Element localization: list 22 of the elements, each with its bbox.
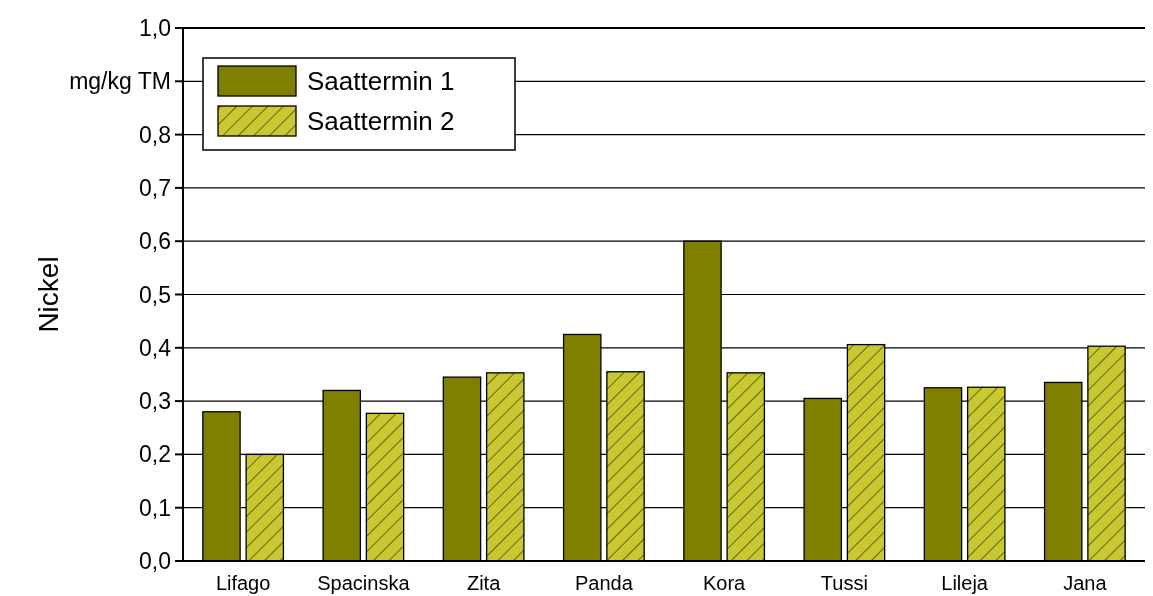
x-tick-label: Spacinska [317, 572, 411, 594]
x-tick-label: Zita [466, 572, 502, 594]
y-tick-label: 0,2 [139, 441, 171, 468]
legend-label: Saattermin 1 [307, 66, 455, 97]
x-tick-label: Tussi [820, 572, 868, 594]
y-tick-label: 1,0 [139, 15, 171, 42]
x-tick-label: Lileja [941, 572, 989, 594]
y-tick-label: 0,0 [139, 548, 171, 575]
y-tick-label: 0,6 [139, 228, 171, 255]
y-tick-label: mg/kg TM [69, 68, 171, 95]
y-tick-label: 0,8 [139, 121, 171, 148]
y-tick-label: 0,5 [139, 281, 171, 308]
x-tick-label: Lifago [215, 572, 271, 594]
y-tick-label: 0,3 [139, 388, 171, 415]
y-tick-label: 0,4 [139, 334, 172, 361]
y-axis-title: Nickel [33, 256, 64, 333]
x-tick-label: Jana [1063, 572, 1108, 594]
x-tick-label: Panda [574, 572, 634, 594]
y-tick-label: 0,1 [139, 494, 171, 521]
y-tick-label: 0,7 [139, 174, 171, 201]
x-tick-label: Kora [703, 572, 747, 594]
legend-label: Saattermin 2 [307, 106, 455, 137]
